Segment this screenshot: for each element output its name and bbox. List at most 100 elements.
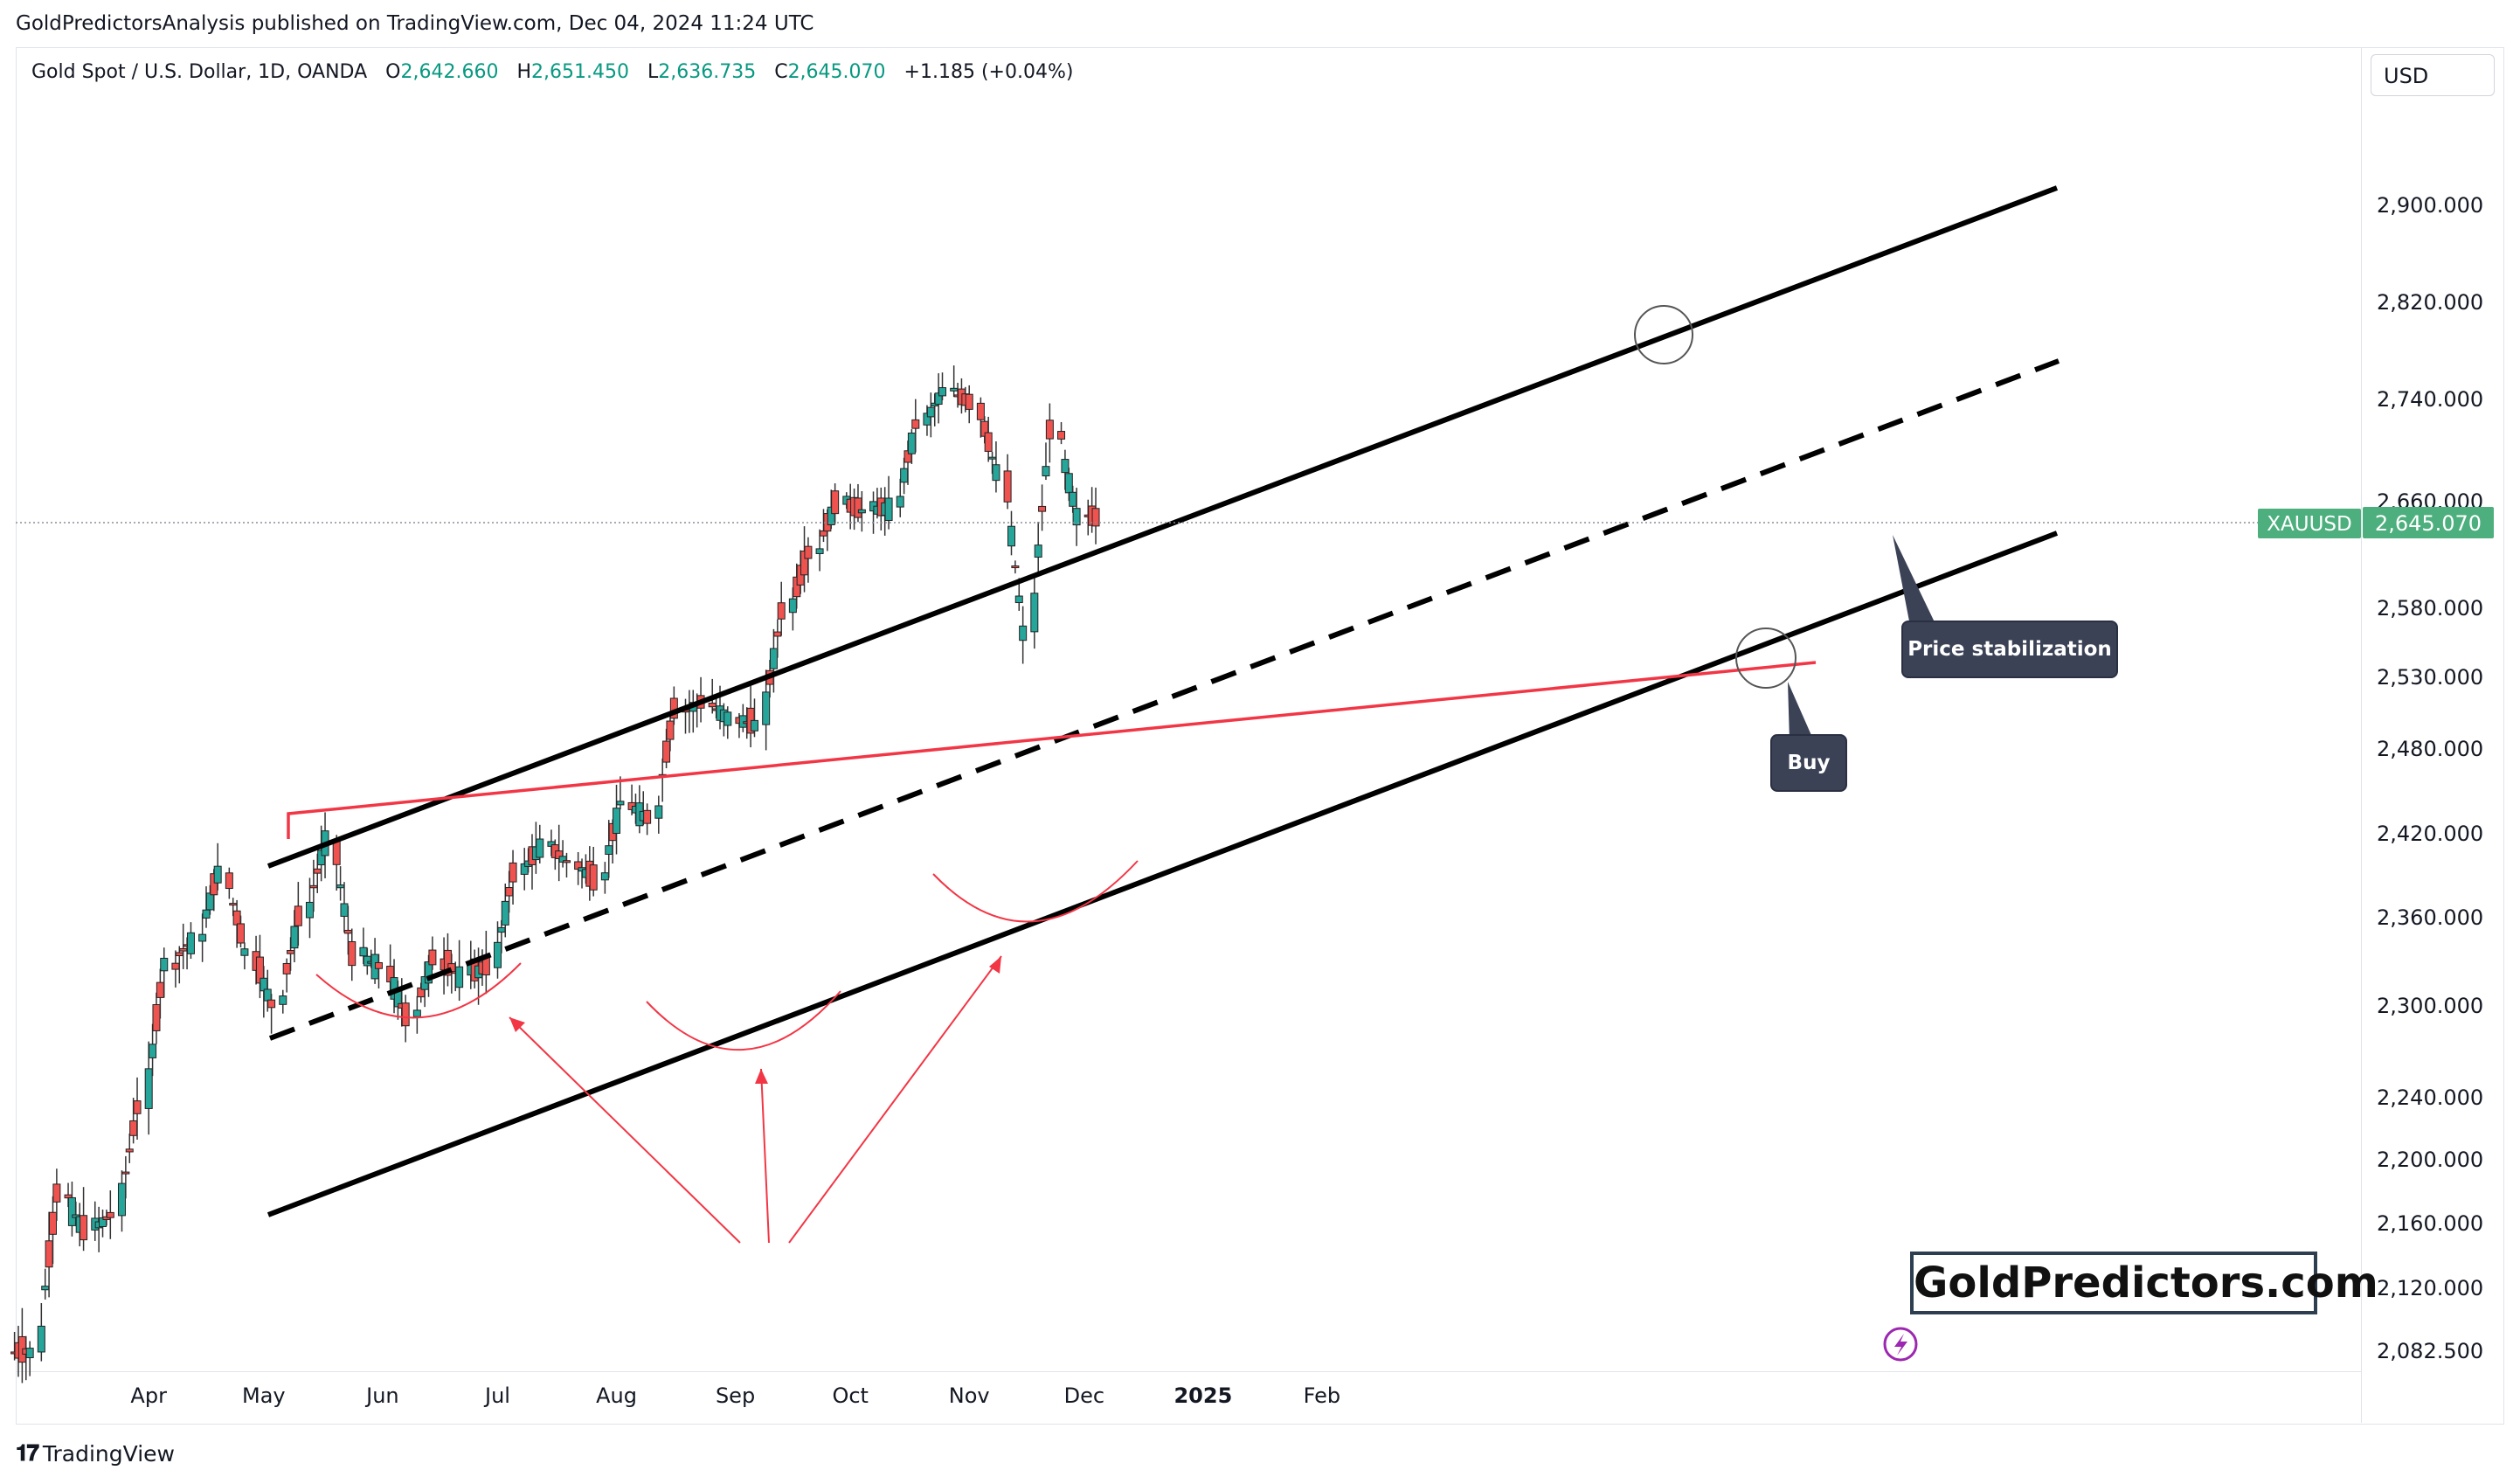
- candle-body: [988, 456, 997, 460]
- legend-high: H2,651.450: [516, 61, 629, 83]
- candle-body: [129, 1120, 138, 1136]
- time-tick-label: Oct: [832, 1383, 869, 1408]
- price-tick-label: 2,200.000: [2377, 1148, 2483, 1172]
- annotation-arrow-2: [760, 1068, 770, 1244]
- lightning-icon[interactable]: [1883, 1327, 1918, 1362]
- candle-body: [179, 947, 188, 952]
- price-tick-label: 2,530.000: [2377, 665, 2483, 690]
- candle-body: [279, 995, 287, 1005]
- candle-body: [294, 905, 302, 926]
- candle-body: [67, 1196, 76, 1226]
- candle-body: [282, 962, 291, 974]
- price-tick-label: 2,360.000: [2377, 905, 2483, 930]
- candle-body: [505, 887, 514, 897]
- legend-change: +1.185 (+0.04%): [903, 61, 1074, 83]
- candle-body: [854, 497, 862, 518]
- candle-body: [80, 1215, 88, 1241]
- candle-body: [708, 703, 717, 708]
- candle-body: [237, 923, 246, 944]
- candle-body: [662, 740, 671, 763]
- bottom-touch-circle: [1735, 628, 1797, 689]
- candle-body: [950, 387, 959, 392]
- candle-body: [536, 838, 544, 858]
- legend-high-label: H: [516, 61, 531, 83]
- candle-body: [374, 962, 383, 969]
- tradingview-wordmark: TradingView: [42, 1441, 175, 1467]
- candle-body: [225, 872, 233, 890]
- channel-lower-line[interactable]: [267, 530, 2059, 1217]
- legend-open-label: O: [385, 61, 401, 83]
- candle-body: [605, 845, 613, 855]
- candle-body: [616, 801, 625, 806]
- time-tick-label: Jun: [364, 1383, 399, 1408]
- price-tick-label: 2,820.000: [2377, 290, 2483, 315]
- candle-body: [309, 884, 318, 889]
- candle-body: [175, 952, 183, 957]
- candle-body: [305, 901, 314, 919]
- candle-body: [1038, 505, 1047, 512]
- time-tick-label: Apr: [130, 1383, 167, 1408]
- resistance-trendline[interactable]: [287, 661, 1817, 839]
- price-tick-label: 2,300.000: [2377, 994, 2483, 1018]
- candle-body: [332, 840, 341, 865]
- candlesticks: [10, 365, 1100, 1383]
- annotation-arrowhead-1: [509, 1017, 525, 1032]
- time-axis-separator: [16, 1371, 2361, 1372]
- candle-body: [455, 966, 464, 988]
- candle-body: [815, 548, 824, 554]
- support-arc-3: [932, 860, 1139, 923]
- candle-body: [562, 860, 571, 863]
- candle-body: [666, 720, 675, 740]
- support-arc-2: [646, 990, 841, 1051]
- price-tick-label: 2,580.000: [2377, 596, 2483, 621]
- candle-body: [750, 719, 758, 732]
- legend-low-label: L: [647, 61, 659, 83]
- support-arc-1: [315, 962, 522, 1019]
- candle-body: [589, 864, 598, 891]
- candle-body: [600, 872, 609, 881]
- candle-body: [412, 1009, 421, 1017]
- candle-body: [494, 941, 502, 968]
- tradingview-footer[interactable]: 𝟏𝟕 TradingView: [16, 1440, 175, 1467]
- candle-body: [819, 530, 827, 537]
- legend-open: O2,642.660: [385, 61, 498, 83]
- candle-body: [1064, 473, 1073, 494]
- candle-body: [363, 955, 371, 967]
- candle-body: [52, 1183, 61, 1203]
- legend-low-value: 2,636.735: [658, 61, 757, 83]
- channel-middle-line[interactable]: [268, 358, 2060, 1041]
- price-axis-separator: [2361, 47, 2362, 1423]
- candle-body: [788, 598, 797, 614]
- symbol-legend[interactable]: Gold Spot / U.S. Dollar, 1D, OANDA O2,64…: [31, 61, 1073, 83]
- candle-body: [186, 932, 195, 954]
- candle-body: [911, 419, 920, 429]
- candle-body: [229, 903, 238, 906]
- annotation-arrowhead-2: [755, 1069, 768, 1084]
- time-axis[interactable]: Apr May Jun Jul Aug Sep Oct Nov Dec 2025 Feb: [130, 1383, 1340, 1408]
- price-stabilization-callout: Price stabilization: [1901, 621, 2118, 678]
- candle-body: [509, 862, 517, 883]
- candle-body: [401, 1002, 410, 1027]
- candle-body: [37, 1325, 45, 1353]
- annotation-arrow-3: [788, 955, 1002, 1244]
- candle-body: [497, 926, 506, 933]
- candle-body: [205, 892, 214, 911]
- candle-body: [336, 884, 345, 889]
- candle-body: [340, 903, 349, 917]
- legend-high-value: 2,651.450: [530, 61, 629, 83]
- candle-body: [149, 1044, 157, 1058]
- candle-body: [240, 948, 249, 956]
- channel-upper-line[interactable]: [267, 185, 2059, 869]
- currency-button[interactable]: USD: [2371, 54, 2495, 96]
- annotation-arrowhead-3: [989, 956, 1001, 974]
- time-tick-label: May: [242, 1383, 286, 1408]
- candle-body: [232, 910, 241, 926]
- legend-close-label: C: [774, 61, 788, 83]
- price-axis[interactable]: 2,082.500 2,120.000 2,160.000 2,200.000 2,24…: [2377, 193, 2483, 1363]
- legend-open-value: 2,642.660: [400, 61, 499, 83]
- candle-body: [1007, 525, 1015, 547]
- candle-body: [831, 490, 840, 515]
- candle-body: [290, 926, 299, 949]
- candle-body: [896, 496, 904, 508]
